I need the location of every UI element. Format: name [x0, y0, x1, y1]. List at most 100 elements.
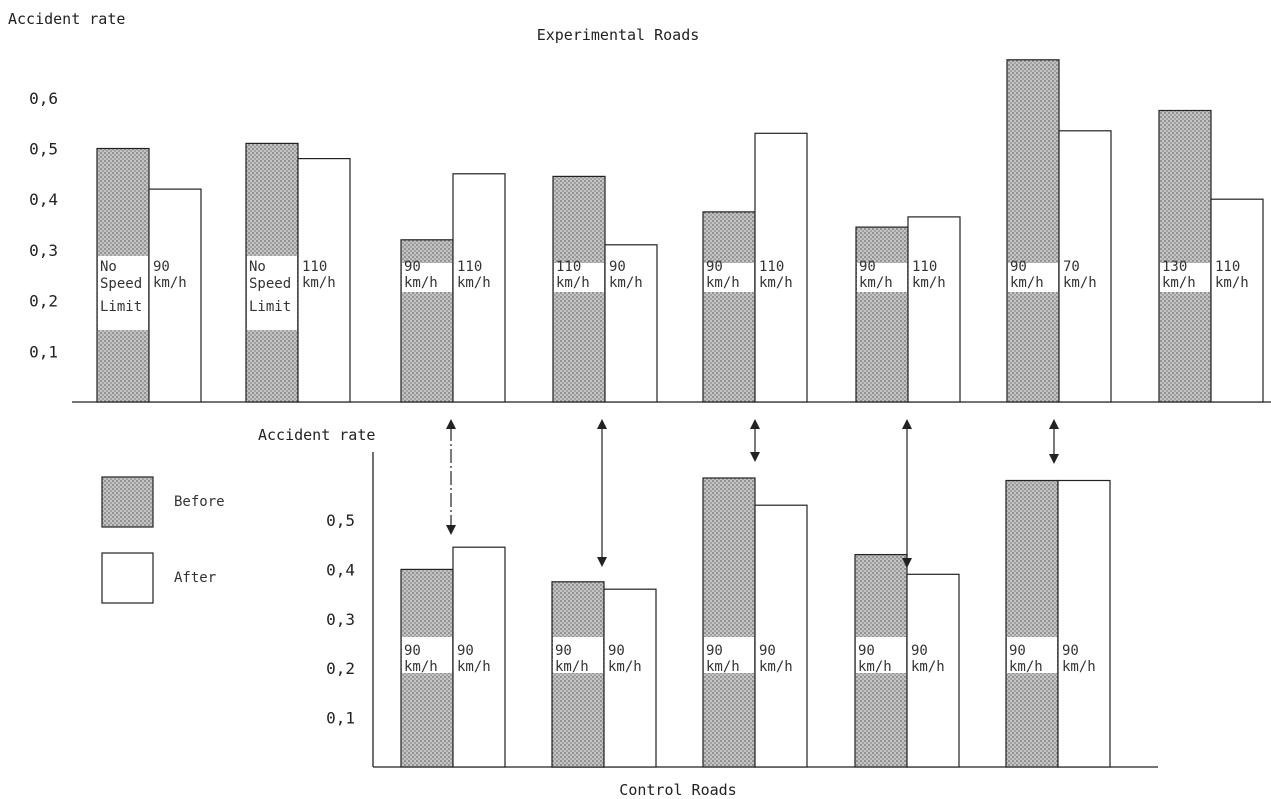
bar-label-before: Speed	[249, 276, 291, 292]
bar-label-after: km/h	[457, 275, 491, 291]
comparison-arrows	[446, 419, 1059, 568]
bottom-chart-title: Control Roads	[619, 781, 736, 799]
y-tick-label: 0,4	[326, 560, 355, 579]
arrow-head-up	[597, 419, 607, 429]
arrow-head-up	[750, 419, 760, 429]
bar-after	[604, 244, 658, 403]
arrow-head-down	[902, 558, 912, 568]
bar-label-bg	[247, 256, 297, 330]
bar-after	[1057, 479, 1111, 768]
bar-label-before: km/h	[859, 275, 893, 291]
bar-label-before: Speed	[100, 276, 142, 292]
bar-label-bg	[402, 637, 452, 673]
bar-label-after: 110	[457, 259, 482, 275]
bar-label-after: 110	[302, 259, 327, 275]
bar-label-after: km/h	[457, 659, 491, 675]
bar-before	[702, 211, 756, 403]
y-tick-label: 0,4	[29, 190, 58, 209]
bar-label-bg	[856, 637, 906, 673]
bar-label-before: km/h	[1010, 275, 1044, 291]
bar-label-before: km/h	[858, 659, 892, 675]
bar-label-before: 90	[555, 643, 572, 659]
bar-after	[907, 216, 961, 403]
arrow-head-up	[1049, 419, 1059, 429]
y-tick-label: 0,2	[326, 659, 355, 678]
bar-label-bg	[98, 256, 148, 330]
bar-label-after: km/h	[1062, 659, 1096, 675]
bar-label-after: 90	[153, 259, 170, 275]
bar-label-before: Limit	[249, 299, 291, 315]
bar-label-after: 110	[759, 259, 784, 275]
bar-before	[1158, 109, 1212, 403]
bar-label-bg	[553, 637, 603, 673]
top-y-axis-label: Accident rate	[8, 10, 125, 28]
bar-label-before: km/h	[1009, 659, 1043, 675]
arrow-head-up	[902, 419, 912, 429]
bar-label-before: km/h	[556, 275, 590, 291]
bar-label-before: 90	[706, 643, 723, 659]
bar-before	[1006, 59, 1060, 403]
bar-label-after: km/h	[911, 659, 945, 675]
bar-label-after: km/h	[153, 275, 187, 291]
y-tick-label: 0,1	[29, 342, 58, 361]
bar-label-before: 90	[859, 259, 876, 275]
bar-label-after: 110	[1215, 259, 1240, 275]
bar-label-after: 90	[759, 643, 776, 659]
bottom-y-ticks: 0,1 0,2 0,3 0,4 0,5	[326, 511, 355, 728]
bar-label-after: 90	[457, 643, 474, 659]
bar-label-after: 90	[1062, 643, 1079, 659]
bar-label-before: km/h	[706, 275, 740, 291]
bar-label-bg	[402, 263, 452, 292]
bar-label-after: 90	[911, 643, 928, 659]
bar-after	[1058, 130, 1112, 403]
bar-label-after: 70	[1063, 259, 1080, 275]
bar-before	[1005, 479, 1059, 768]
bar-label-after: 90	[608, 643, 625, 659]
arrow-head-down	[446, 525, 456, 535]
bottom-y-axis-label: Accident rate	[258, 426, 375, 444]
bar-label-after: 90	[609, 259, 626, 275]
bar-label-after: km/h	[759, 275, 793, 291]
bar-label-after: km/h	[759, 659, 793, 675]
bar-label-after: km/h	[609, 275, 643, 291]
y-tick-label: 0,2	[29, 292, 58, 311]
bar-after	[754, 132, 808, 403]
bar-label-before: km/h	[555, 659, 589, 675]
bar-label-before: 90	[706, 259, 723, 275]
bar-after	[603, 588, 657, 768]
legend-label-before: Before	[174, 494, 225, 510]
bar-label-before: Limit	[100, 299, 142, 315]
bar-after	[1210, 198, 1264, 403]
bar-before	[855, 226, 909, 403]
legend: Before After	[101, 476, 225, 604]
bar-before	[551, 581, 605, 768]
legend-swatch-after	[101, 552, 154, 604]
bar-label-after: km/h	[608, 659, 642, 675]
bar-label-before: 130	[1162, 259, 1187, 275]
arrow-head-down	[1049, 454, 1059, 464]
y-tick-label: 0,6	[29, 89, 58, 108]
bar-label-after: km/h	[1215, 275, 1249, 291]
arrow-head-up	[446, 419, 456, 429]
bar-after	[452, 173, 506, 403]
bar-label-before: 90	[404, 259, 421, 275]
bar-label-before: km/h	[1162, 275, 1196, 291]
bar-label-before: 110	[556, 259, 581, 275]
bar-label-bg	[1008, 263, 1058, 292]
bar-after	[452, 546, 506, 768]
bar-label-bg	[704, 637, 754, 673]
bottom-bars: 90km/h90km/h90km/h90km/h90km/h90km/h90km…	[400, 477, 1111, 768]
bar-after	[906, 573, 960, 768]
y-tick-label: 0,3	[29, 241, 58, 260]
bar-label-before: km/h	[404, 659, 438, 675]
bar-after	[754, 504, 808, 768]
y-tick-label: 0,5	[326, 511, 355, 530]
top-y-ticks: 0,1 0,2 0,3 0,4 0,5 0,6	[29, 89, 58, 361]
arrow-head-down	[597, 557, 607, 567]
bar-before	[702, 477, 756, 768]
bar-label-after: km/h	[912, 275, 946, 291]
bar-after	[297, 158, 351, 403]
bar-label-before: 90	[858, 643, 875, 659]
y-tick-label: 0,5	[29, 140, 58, 159]
